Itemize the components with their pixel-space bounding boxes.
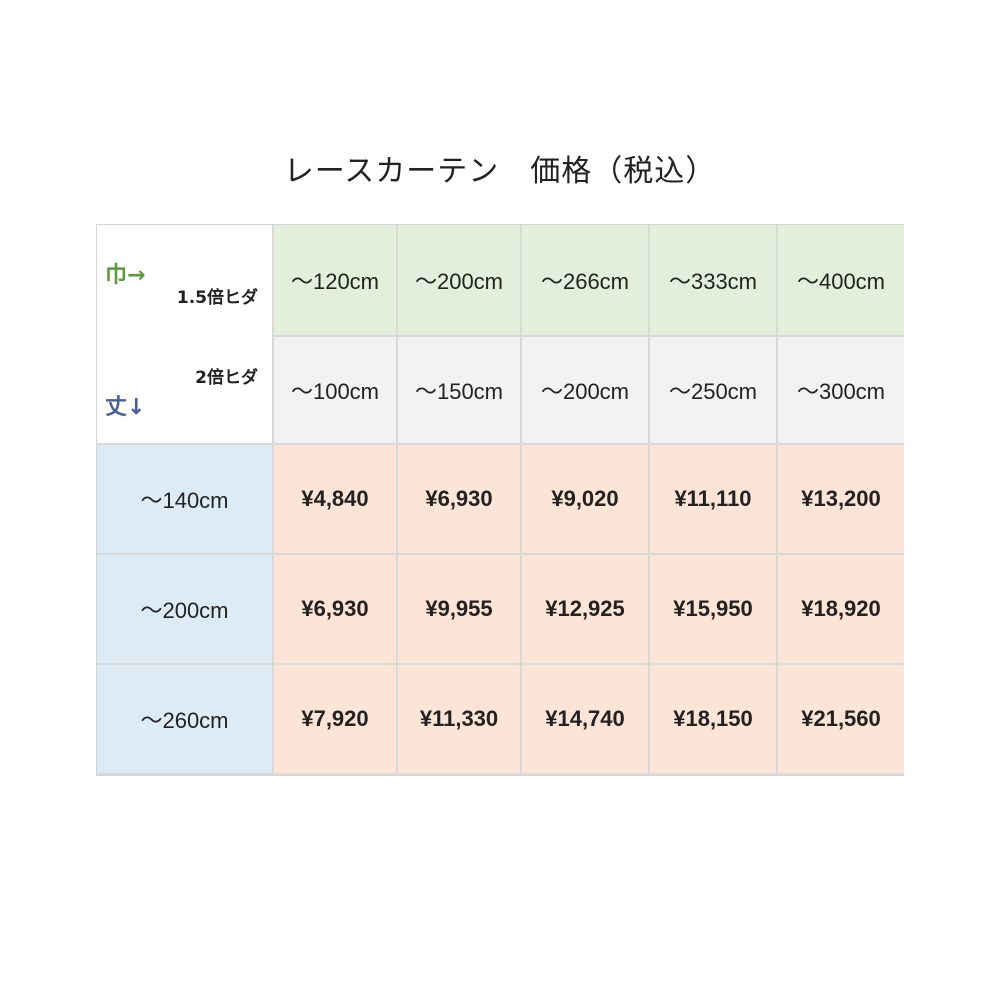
page-title: レースカーテン 価格（税込） [283,154,717,189]
price-cell: ¥7,920 [274,665,398,775]
width-axis-label: 巾→ [105,263,146,288]
price-table: 巾→ 1.5倍ヒダ 2倍ヒダ 丈↓ ～120cm ～200cm ～266cm ～333… [96,224,904,776]
height-header: ～200cm [97,555,274,665]
height-header: ～260cm [97,665,274,775]
width-header-2: ～250cm [650,337,778,445]
width-header-2: ～100cm [274,337,398,445]
price-cell: ¥6,930 [398,445,522,555]
price-cell: ¥4,840 [274,445,398,555]
price-cell: ¥6,930 [274,555,398,665]
price-cell: ¥14,740 [522,665,650,775]
price-cell: ¥13,200 [778,445,904,555]
height-header: ～140cm [97,445,274,555]
width-header-2: ～300cm [778,337,904,445]
width-header-1-5: ～400cm [778,225,904,337]
price-cell: ¥12,925 [522,555,650,665]
width-header-1-5: ～333cm [650,225,778,337]
price-cell: ¥9,955 [398,555,522,665]
price-cell: ¥9,020 [522,445,650,555]
pleat-1-5-label: 1.5倍ヒダ [176,288,258,308]
width-header-1-5: ～120cm [274,225,398,337]
price-cell: ¥18,920 [778,555,904,665]
width-header-2: ～150cm [398,337,522,445]
table-corner-header: 巾→ 1.5倍ヒダ 2倍ヒダ 丈↓ [97,225,274,445]
width-header-1-5: ～266cm [522,225,650,337]
height-axis-label: 丈↓ [105,395,146,420]
price-cell: ¥21,560 [778,665,904,775]
price-cell: ¥15,950 [650,555,778,665]
width-header-2: ～200cm [522,337,650,445]
price-cell: ¥11,330 [398,665,522,775]
price-cell: ¥18,150 [650,665,778,775]
width-header-1-5: ～200cm [398,225,522,337]
pleat-2-label: 2倍ヒダ [195,368,258,388]
price-cell: ¥11,110 [650,445,778,555]
